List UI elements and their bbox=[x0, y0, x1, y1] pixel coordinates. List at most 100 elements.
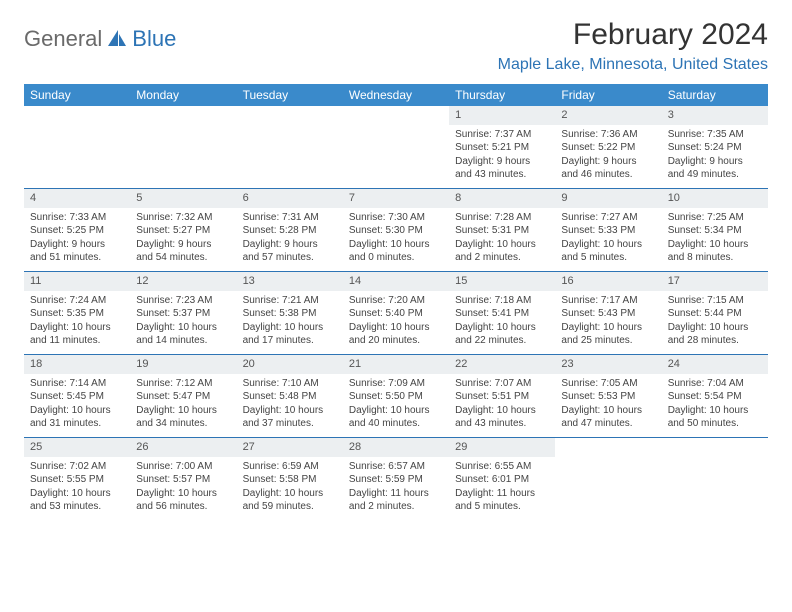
daylight-text: and 46 minutes. bbox=[561, 168, 655, 182]
day-number: 8 bbox=[449, 189, 555, 208]
day-cell: 4Sunrise: 7:33 AMSunset: 5:25 PMDaylight… bbox=[24, 189, 130, 271]
day-cell: 1Sunrise: 7:37 AMSunset: 5:21 PMDaylight… bbox=[449, 106, 555, 188]
daylight-text: and 40 minutes. bbox=[349, 417, 443, 431]
day-detail: Sunrise: 7:28 AMSunset: 5:31 PMDaylight:… bbox=[449, 208, 555, 271]
daylight-text: and 2 minutes. bbox=[349, 500, 443, 514]
sunset-text: Sunset: 5:41 PM bbox=[455, 307, 549, 321]
daylight-text: and 37 minutes. bbox=[243, 417, 337, 431]
daylight-text: and 22 minutes. bbox=[455, 334, 549, 348]
daylight-text: and 50 minutes. bbox=[668, 417, 762, 431]
sunrise-text: Sunrise: 7:28 AM bbox=[455, 211, 549, 225]
daylight-text: and 43 minutes. bbox=[455, 168, 549, 182]
sunset-text: Sunset: 5:31 PM bbox=[455, 224, 549, 238]
sunrise-text: Sunrise: 7:12 AM bbox=[136, 377, 230, 391]
day-detail: Sunrise: 7:04 AMSunset: 5:54 PMDaylight:… bbox=[662, 374, 768, 437]
daylight-text: and 56 minutes. bbox=[136, 500, 230, 514]
day-cell: 29Sunrise: 6:55 AMSunset: 6:01 PMDayligh… bbox=[449, 438, 555, 520]
daylight-text: Daylight: 10 hours bbox=[30, 487, 124, 501]
day-number: 7 bbox=[343, 189, 449, 208]
day-detail: Sunrise: 7:21 AMSunset: 5:38 PMDaylight:… bbox=[237, 291, 343, 354]
daylight-text: Daylight: 10 hours bbox=[349, 321, 443, 335]
calendar-grid: SundayMondayTuesdayWednesdayThursdayFrid… bbox=[24, 84, 768, 520]
sunrise-text: Sunrise: 7:24 AM bbox=[30, 294, 124, 308]
daylight-text: Daylight: 10 hours bbox=[668, 321, 762, 335]
day-number: 11 bbox=[24, 272, 130, 291]
month-title: February 2024 bbox=[498, 18, 768, 52]
day-number: 15 bbox=[449, 272, 555, 291]
day-number: 12 bbox=[130, 272, 236, 291]
sunrise-text: Sunrise: 7:18 AM bbox=[455, 294, 549, 308]
daylight-text: and 59 minutes. bbox=[243, 500, 337, 514]
daylight-text: and 5 minutes. bbox=[561, 251, 655, 265]
week-row: 1Sunrise: 7:37 AMSunset: 5:21 PMDaylight… bbox=[24, 106, 768, 188]
sunrise-text: Sunrise: 7:14 AM bbox=[30, 377, 124, 391]
weekday-header: Tuesday bbox=[237, 84, 343, 106]
week-row: 18Sunrise: 7:14 AMSunset: 5:45 PMDayligh… bbox=[24, 354, 768, 437]
daylight-text: Daylight: 11 hours bbox=[349, 487, 443, 501]
sunrise-text: Sunrise: 7:27 AM bbox=[561, 211, 655, 225]
day-cell: 15Sunrise: 7:18 AMSunset: 5:41 PMDayligh… bbox=[449, 272, 555, 354]
daylight-text: and 49 minutes. bbox=[668, 168, 762, 182]
day-cell-empty bbox=[662, 438, 768, 520]
sunrise-text: Sunrise: 7:04 AM bbox=[668, 377, 762, 391]
calendar-page: General Blue February 2024 Maple Lake, M… bbox=[0, 0, 792, 532]
daylight-text: and 57 minutes. bbox=[243, 251, 337, 265]
daylight-text: Daylight: 10 hours bbox=[30, 404, 124, 418]
day-cell-empty bbox=[24, 106, 130, 188]
title-block: February 2024 Maple Lake, Minnesota, Uni… bbox=[498, 18, 768, 74]
day-cell: 11Sunrise: 7:24 AMSunset: 5:35 PMDayligh… bbox=[24, 272, 130, 354]
day-number: 23 bbox=[555, 355, 661, 374]
daylight-text: Daylight: 10 hours bbox=[136, 321, 230, 335]
day-detail: Sunrise: 7:10 AMSunset: 5:48 PMDaylight:… bbox=[237, 374, 343, 437]
day-cell: 21Sunrise: 7:09 AMSunset: 5:50 PMDayligh… bbox=[343, 355, 449, 437]
sunrise-text: Sunrise: 7:31 AM bbox=[243, 211, 337, 225]
daylight-text: and 54 minutes. bbox=[136, 251, 230, 265]
day-cell: 18Sunrise: 7:14 AMSunset: 5:45 PMDayligh… bbox=[24, 355, 130, 437]
sunset-text: Sunset: 5:47 PM bbox=[136, 390, 230, 404]
day-cell: 26Sunrise: 7:00 AMSunset: 5:57 PMDayligh… bbox=[130, 438, 236, 520]
day-number: 5 bbox=[130, 189, 236, 208]
daylight-text: and 28 minutes. bbox=[668, 334, 762, 348]
sunset-text: Sunset: 5:28 PM bbox=[243, 224, 337, 238]
sunset-text: Sunset: 5:51 PM bbox=[455, 390, 549, 404]
sunrise-text: Sunrise: 7:30 AM bbox=[349, 211, 443, 225]
day-detail: Sunrise: 7:12 AMSunset: 5:47 PMDaylight:… bbox=[130, 374, 236, 437]
day-detail: Sunrise: 7:31 AMSunset: 5:28 PMDaylight:… bbox=[237, 208, 343, 271]
daylight-text: Daylight: 10 hours bbox=[349, 238, 443, 252]
weekday-header: Monday bbox=[130, 84, 236, 106]
day-detail: Sunrise: 7:20 AMSunset: 5:40 PMDaylight:… bbox=[343, 291, 449, 354]
sunset-text: Sunset: 5:25 PM bbox=[30, 224, 124, 238]
day-cell: 10Sunrise: 7:25 AMSunset: 5:34 PMDayligh… bbox=[662, 189, 768, 271]
daylight-text: Daylight: 9 hours bbox=[668, 155, 762, 169]
sunset-text: Sunset: 5:57 PM bbox=[136, 473, 230, 487]
daylight-text: Daylight: 9 hours bbox=[243, 238, 337, 252]
day-detail: Sunrise: 7:36 AMSunset: 5:22 PMDaylight:… bbox=[555, 125, 661, 188]
page-header: General Blue February 2024 Maple Lake, M… bbox=[24, 18, 768, 74]
weeks-container: 1Sunrise: 7:37 AMSunset: 5:21 PMDaylight… bbox=[24, 106, 768, 520]
day-number: 22 bbox=[449, 355, 555, 374]
day-detail: Sunrise: 7:24 AMSunset: 5:35 PMDaylight:… bbox=[24, 291, 130, 354]
daylight-text: Daylight: 10 hours bbox=[243, 321, 337, 335]
day-cell: 17Sunrise: 7:15 AMSunset: 5:44 PMDayligh… bbox=[662, 272, 768, 354]
sunset-text: Sunset: 5:22 PM bbox=[561, 141, 655, 155]
day-detail: Sunrise: 7:30 AMSunset: 5:30 PMDaylight:… bbox=[343, 208, 449, 271]
day-number: 19 bbox=[130, 355, 236, 374]
day-detail: Sunrise: 7:35 AMSunset: 5:24 PMDaylight:… bbox=[662, 125, 768, 188]
weekday-header: Saturday bbox=[662, 84, 768, 106]
daylight-text: and 25 minutes. bbox=[561, 334, 655, 348]
day-cell-empty bbox=[130, 106, 236, 188]
sunset-text: Sunset: 5:45 PM bbox=[30, 390, 124, 404]
day-cell-empty bbox=[555, 438, 661, 520]
sunrise-text: Sunrise: 7:37 AM bbox=[455, 128, 549, 142]
daylight-text: Daylight: 9 hours bbox=[30, 238, 124, 252]
day-detail: Sunrise: 7:00 AMSunset: 5:57 PMDaylight:… bbox=[130, 457, 236, 520]
daylight-text: Daylight: 9 hours bbox=[136, 238, 230, 252]
sunset-text: Sunset: 5:59 PM bbox=[349, 473, 443, 487]
daylight-text: and 34 minutes. bbox=[136, 417, 230, 431]
sunrise-text: Sunrise: 7:25 AM bbox=[668, 211, 762, 225]
daylight-text: Daylight: 10 hours bbox=[349, 404, 443, 418]
daylight-text: and 51 minutes. bbox=[30, 251, 124, 265]
sunrise-text: Sunrise: 7:15 AM bbox=[668, 294, 762, 308]
sunset-text: Sunset: 5:21 PM bbox=[455, 141, 549, 155]
daylight-text: Daylight: 10 hours bbox=[243, 487, 337, 501]
